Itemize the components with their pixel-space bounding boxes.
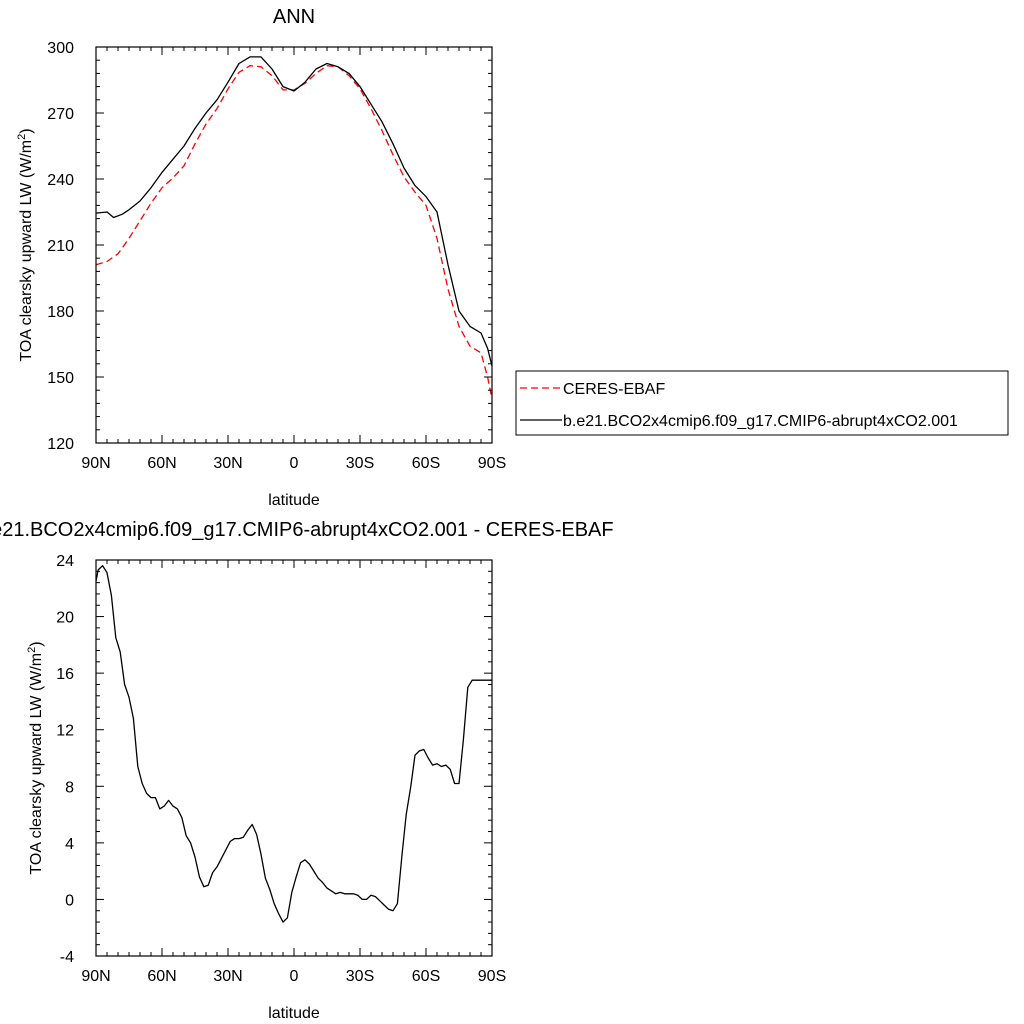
y-tick-label: 270 <box>47 106 74 123</box>
x-axis-label: latitude <box>268 492 320 509</box>
x-tick-label: 0 <box>290 968 299 985</box>
plot-2: b.e21.BCO2x4cmip6.f09_g17.CMIP6-abrupt4x… <box>0 519 614 1022</box>
x-tick-label: 30N <box>213 455 242 472</box>
x-tick-label: 90S <box>478 455 506 472</box>
y-tick-label: 0 <box>65 892 74 909</box>
x-tick-label: 0 <box>290 455 299 472</box>
x-tick-label: 30S <box>346 968 374 985</box>
series-line-2 <box>95 56 493 367</box>
x-tick-label: 60N <box>147 455 176 472</box>
y-tick-label: 20 <box>56 610 74 627</box>
y-tick-label: 150 <box>47 370 74 387</box>
y-tick-label: 8 <box>65 779 74 796</box>
legend-label-1: CERES-EBAF <box>563 381 665 398</box>
legend-box <box>515 370 1009 436</box>
legend: CERES-EBAF b.e21.BCO2x4cmip6.f09_g17.CMIP… <box>515 370 1009 436</box>
y-tick-label: 24 <box>56 553 74 570</box>
y-tick-label: 120 <box>47 436 74 453</box>
series-line-1 <box>95 565 492 923</box>
x-tick-label: 90S <box>478 968 506 985</box>
x-tick-label: 60N <box>147 968 176 985</box>
series-line-1 <box>95 65 493 400</box>
x-axis-label: latitude <box>268 1005 320 1022</box>
y-tick-label: 180 <box>47 304 74 321</box>
plot-frame <box>95 46 493 444</box>
x-tick-label: 90N <box>81 968 110 985</box>
plot-frame <box>95 559 493 957</box>
legend-label-2: b.e21.BCO2x4cmip6.f09_g17.CMIP6-abrupt4x… <box>563 413 958 430</box>
y-tick-label: 240 <box>47 172 74 189</box>
chart-title: b.e21.BCO2x4cmip6.f09_g17.CMIP6-abrupt4x… <box>0 519 614 541</box>
y-axis-label: TOA clearsky upward LW (W/m2) <box>26 641 45 874</box>
y-tick-label: 210 <box>47 238 74 255</box>
y-tick-label: 4 <box>65 836 74 853</box>
x-tick-label: 60S <box>412 455 440 472</box>
x-tick-label: 30S <box>346 455 374 472</box>
y-tick-label: -4 <box>60 949 74 966</box>
x-tick-label: 30N <box>213 968 242 985</box>
y-axis-label: TOA clearsky upward LW (W/m2) <box>16 128 35 361</box>
y-tick-label: 12 <box>56 723 74 740</box>
chart-title: ANN <box>273 6 315 28</box>
plot-1: ANN 90N 60N 30N 0 30S 60S 90S 120 150 180 210 240 270… <box>16 6 1009 509</box>
x-tick-label: 90N <box>81 455 110 472</box>
x-tick-label: 60S <box>412 968 440 985</box>
y-tick-label: 16 <box>56 666 74 683</box>
y-tick-label: 300 <box>47 40 74 57</box>
